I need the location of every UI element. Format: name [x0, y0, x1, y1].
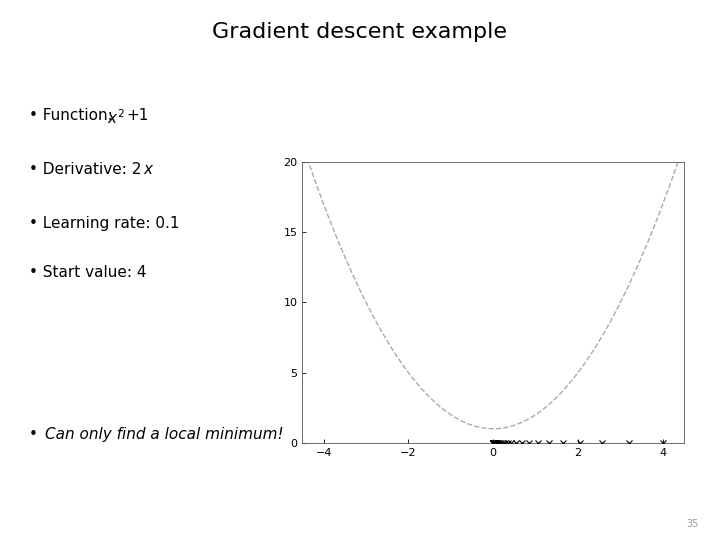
Text: +1: +1	[127, 108, 149, 123]
Text: 35: 35	[686, 519, 698, 529]
Text: Gradient descent example: Gradient descent example	[212, 22, 508, 42]
Text: • Derivative: 2: • Derivative: 2	[29, 162, 141, 177]
Text: Can only find a local minimum!: Can only find a local minimum!	[45, 427, 283, 442]
Text: • Function:: • Function:	[29, 108, 117, 123]
Text: $x$: $x$	[143, 162, 154, 177]
Text: $x^2$: $x^2$	[107, 108, 125, 127]
Text: •: •	[29, 427, 42, 442]
Text: • Learning rate: 0.1: • Learning rate: 0.1	[29, 216, 179, 231]
Text: • Start value: 4: • Start value: 4	[29, 265, 146, 280]
